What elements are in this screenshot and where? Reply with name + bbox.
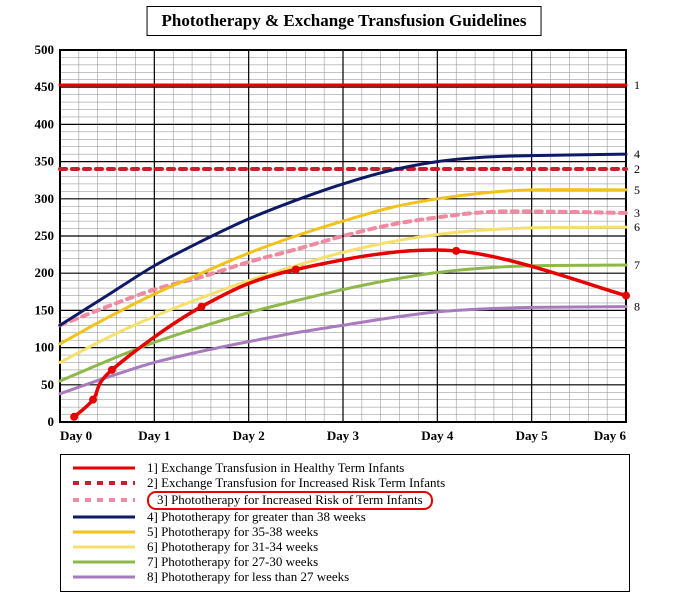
svg-text:500: 500	[35, 44, 55, 57]
svg-text:200: 200	[35, 265, 55, 280]
legend-label-5: 5] Phototherapy for 35-38 weeks	[147, 525, 318, 540]
legend-swatch-5	[71, 525, 137, 539]
legend-swatch-2	[71, 476, 137, 490]
svg-text:50: 50	[41, 377, 54, 392]
svg-text:300: 300	[35, 191, 55, 206]
legend-swatch-4	[71, 510, 137, 524]
legend-row-1: 1] Exchange Transfusion in Healthy Term …	[71, 461, 619, 476]
chart-container: 0 50 100 150 200 250 300 350 400 450 500 Day 0 Day 1…	[14, 44, 674, 446]
svg-text:Day 4: Day 4	[421, 428, 454, 443]
legend-row-2: 2] Exchange Transfusion for Increased Ri…	[71, 476, 619, 491]
right-label-2: 2	[634, 162, 640, 176]
legend-swatch-1	[71, 461, 137, 475]
legend-row-7: 7] Phototherapy for 27-30 weeks	[71, 555, 619, 570]
right-label-1: 1	[634, 78, 640, 92]
legend-row-4: 4] Phototherapy for greater than 38 week…	[71, 510, 619, 525]
svg-text:Day 2: Day 2	[233, 428, 265, 443]
page-title: Phototherapy & Exchange Transfusion Guid…	[147, 6, 542, 36]
legend-label-6: 6] Phototherapy for 31-34 weeks	[147, 540, 318, 555]
legend-label-3: 3] Phototherapy for Increased Risk of Te…	[147, 491, 433, 510]
series-patient-marker	[89, 396, 97, 404]
svg-text:Day 0: Day 0	[60, 428, 92, 443]
series-patient-marker	[198, 303, 206, 311]
svg-text:100: 100	[35, 340, 55, 355]
legend-swatch-7	[71, 555, 137, 569]
svg-text:350: 350	[35, 154, 55, 169]
legend-label-8: 8] Phototherapy for less than 27 weeks	[147, 570, 349, 585]
svg-text:Day 6: Day 6	[594, 428, 627, 443]
series-patient-marker	[452, 247, 460, 255]
right-label-4: 4	[634, 147, 640, 161]
right-label-3: 3	[634, 206, 640, 220]
svg-text:400: 400	[35, 116, 55, 131]
svg-text:Day 1: Day 1	[138, 428, 170, 443]
legend-label-2: 2] Exchange Transfusion for Increased Ri…	[147, 476, 445, 491]
legend-label-7: 7] Phototherapy for 27-30 weeks	[147, 555, 318, 570]
legend-swatch-3	[71, 493, 137, 507]
legend-row-6: 6] Phototherapy for 31-34 weeks	[71, 540, 619, 555]
svg-text:450: 450	[35, 79, 55, 94]
legend-row-5: 5] Phototherapy for 35-38 weeks	[71, 525, 619, 540]
series-patient-marker	[70, 413, 78, 421]
right-label-6: 6	[634, 220, 640, 234]
series-patient-marker	[292, 265, 300, 273]
svg-text:150: 150	[35, 302, 55, 317]
svg-text:Day 3: Day 3	[327, 428, 360, 443]
legend-row-8: 8] Phototherapy for less than 27 weeks	[71, 570, 619, 585]
svg-text:Day 5: Day 5	[516, 428, 549, 443]
series-patient-marker	[108, 366, 116, 374]
right-label-7: 7	[634, 258, 640, 272]
series-patient-marker	[622, 292, 630, 300]
legend: 1] Exchange Transfusion in Healthy Term …	[60, 454, 630, 592]
svg-text:250: 250	[35, 228, 55, 243]
legend-row-3: 3] Phototherapy for Increased Risk of Te…	[71, 491, 619, 510]
right-label-5: 5	[634, 183, 640, 197]
legend-swatch-8	[71, 570, 137, 584]
svg-text:0: 0	[48, 414, 55, 429]
chart-svg: 0 50 100 150 200 250 300 350 400 450 500 Day 0 Day 1…	[14, 44, 674, 446]
right-label-8: 8	[634, 300, 640, 314]
legend-swatch-6	[71, 540, 137, 554]
legend-label-1: 1] Exchange Transfusion in Healthy Term …	[147, 461, 404, 476]
legend-label-4: 4] Phototherapy for greater than 38 week…	[147, 510, 366, 525]
